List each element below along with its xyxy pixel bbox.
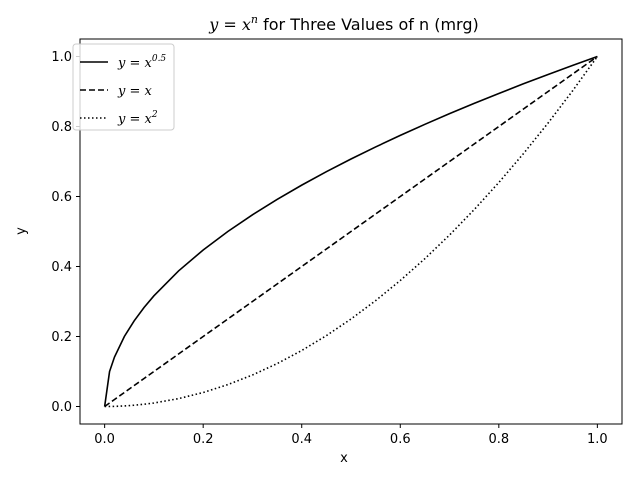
legend-label-exp: 0.5 [152,54,167,64]
title-formula-base: y = x [208,15,251,34]
y-tick-label: 0.0 [51,400,72,415]
legend: y = x0.5y = xy = x2 [72,43,175,131]
legend-label-exp: 2 [151,110,158,120]
series-line-2 [104,55,598,408]
x-tick-label: 0.6 [390,432,411,447]
legend-label-1: y = x0.5 [117,54,166,71]
y-tick-label: 0.8 [51,120,72,135]
x-tick-label: 0.4 [291,432,312,447]
chart-title: y = xn for Three Values of n (mrg) [208,13,478,34]
y-tick-label: 1.0 [51,50,72,65]
x-tick-label: 1.0 [587,432,608,447]
y-tick-label: 0.6 [51,190,72,205]
axis-ticks: 0.0 0.2 0.4 0.6 0.8 1.0 0.0 0.2 0.4 0.6 0.8 1.0 [51,50,607,447]
y-tick-label: 0.2 [51,330,72,345]
x-tick-label: 0.2 [193,432,214,447]
x-tick-label: 0.8 [488,432,509,447]
y-axis-label: y [14,227,29,235]
legend-box [72,43,175,131]
legend-label-base: y = x [117,112,153,127]
x-tick-label: 0.0 [94,432,115,447]
legend-label-2: y = x [117,84,153,99]
title-rest: for Three Values of n (mrg) [258,15,479,34]
x-axis-label: x [340,451,348,466]
axes-frame [79,38,623,425]
title-formula-exp: n [251,13,258,26]
y-tick-label: 0.4 [51,260,72,275]
legend-label-base: y = x [117,84,153,99]
series-line-1 [103,55,598,407]
plot-area [103,55,599,408]
legend-label-3: y = x2 [117,110,158,127]
legend-label-base: y = x [117,56,153,71]
